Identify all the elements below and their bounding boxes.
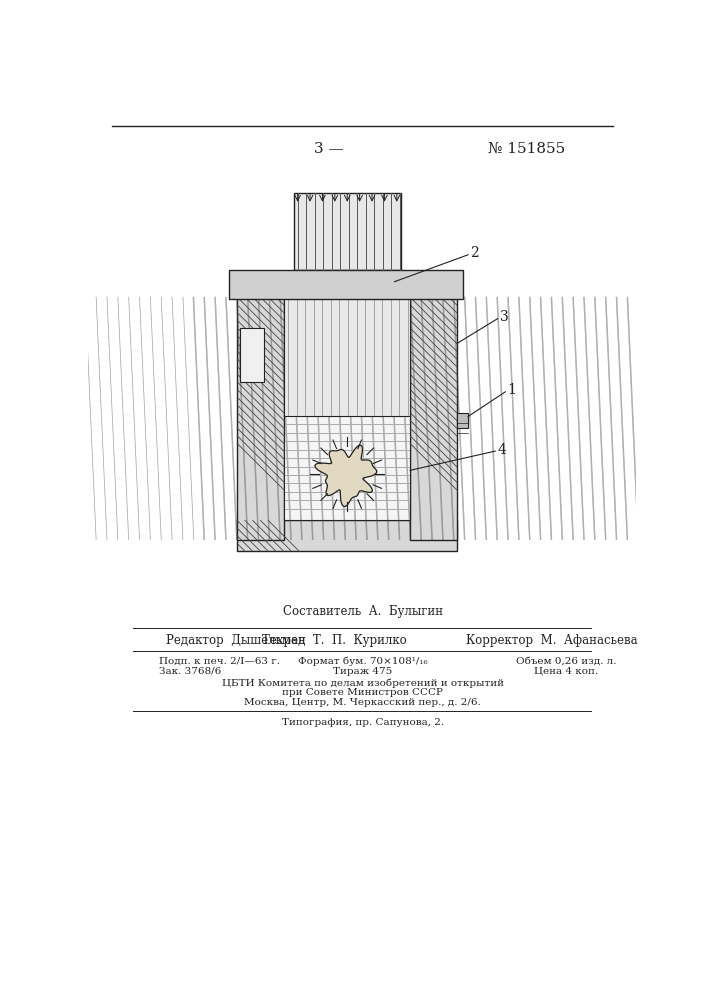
Text: 3 —: 3 — [314,142,344,156]
Bar [457,413,468,428]
Text: Тираж 475: Тираж 475 [333,667,392,676]
Bar [237,520,457,551]
Text: при Совете Министров СССР: при Совете Министров СССР [282,688,443,697]
Text: Техред  Т.  П.  Курилко: Техред Т. П. Курилко [262,634,407,647]
Text: Объем 0,26 изд. л.: Объем 0,26 изд. л. [516,657,617,666]
Text: Цена 4 коп.: Цена 4 коп. [534,667,599,676]
Text: 2: 2 [470,246,479,260]
Bar [293,193,401,270]
Text: № 151855: № 151855 [488,142,565,156]
Bar [284,297,410,520]
Text: Зак. 3768/6: Зак. 3768/6 [159,667,221,676]
Text: Типография, пр. Сапунова, 2.: Типография, пр. Сапунова, 2. [281,718,444,727]
Bar [230,270,464,299]
Bar [237,297,284,540]
Bar [240,328,264,382]
Text: Составитель  А.  Булыгин: Составитель А. Булыгин [283,605,443,618]
Bar [410,297,457,540]
Polygon shape [315,445,377,506]
Text: 4: 4 [498,443,506,457]
Text: Подп. к печ. 2/I—63 г.: Подп. к печ. 2/I—63 г. [159,657,280,666]
Text: ЦБТИ Комитета по делам изобретений и открытий: ЦБТИ Комитета по делам изобретений и отк… [222,678,503,688]
Text: Москва, Центр, М. Черкасский пер., д. 2/6.: Москва, Центр, М. Черкасский пер., д. 2/… [245,698,481,707]
Bar [284,297,410,416]
Text: 1: 1 [508,383,517,397]
Text: Корректор  М.  Афанасьева: Корректор М. Афанасьева [466,634,638,647]
Text: 3: 3 [500,310,508,324]
Text: Формат бум. 70×108¹/₁₆: Формат бум. 70×108¹/₁₆ [298,657,428,666]
Text: Редактор  Дышельман: Редактор Дышельман [166,634,305,647]
